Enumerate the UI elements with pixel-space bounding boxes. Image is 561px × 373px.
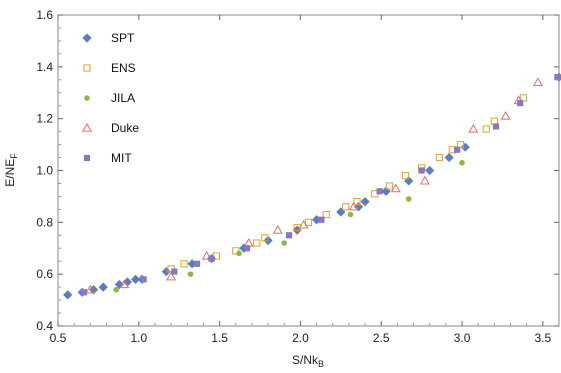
spt-point <box>63 290 73 300</box>
mit-point <box>492 123 500 130</box>
mit-point <box>80 289 87 296</box>
spt-point <box>444 152 454 163</box>
x-tick-label: 1.5 <box>211 331 228 345</box>
y-tick-label: 1.4 <box>36 60 53 74</box>
spt-point <box>336 207 346 217</box>
spt-point <box>354 202 364 212</box>
duke-point <box>468 123 479 133</box>
y-tick-label: 1.6 <box>36 8 53 22</box>
duke-point <box>348 201 359 211</box>
legend-label-jila: JILA <box>111 91 135 105</box>
jila-point <box>347 211 354 218</box>
legend-label-spt: SPT <box>111 31 135 45</box>
y-axis-label-subscript: F <box>9 153 19 159</box>
jila-point <box>281 240 288 246</box>
x-tick-label: 1.0 <box>130 331 147 345</box>
y-axis-label-main: E/NE <box>3 159 17 187</box>
spt-point <box>381 186 391 196</box>
legend-label-duke: Duke <box>111 121 139 135</box>
spt-point <box>404 176 414 186</box>
jila-point <box>459 159 465 166</box>
ens-point <box>519 94 528 102</box>
jila-point <box>405 196 412 202</box>
x-tick-label: 3.0 <box>454 331 471 345</box>
legend-marker-spt <box>82 33 92 43</box>
mit-point <box>140 276 147 283</box>
ens-point <box>435 153 444 162</box>
mit-point <box>208 255 215 262</box>
ens-point <box>342 203 350 211</box>
spt-point <box>460 142 470 152</box>
spt-point <box>130 274 141 284</box>
legend-label-mit: MIT <box>111 151 132 165</box>
x-tick-label: 3.5 <box>534 331 551 345</box>
duke-point <box>272 224 283 234</box>
duke-point <box>390 183 401 193</box>
x-axis-label-subscript: B <box>318 359 324 369</box>
x-tick-label: 2.5 <box>373 331 390 345</box>
ens-point <box>180 260 188 268</box>
jila-point <box>187 271 194 277</box>
spt-point <box>98 282 108 292</box>
y-tick-label: 0.8 <box>36 215 53 229</box>
mit-point <box>193 260 201 267</box>
legend-marker-duke <box>82 122 92 132</box>
ens-point <box>456 140 465 149</box>
duke-point <box>298 219 309 229</box>
ens-point <box>253 239 261 247</box>
spt-point <box>122 277 133 287</box>
duke-point <box>500 110 511 120</box>
jila-point <box>236 250 242 257</box>
duke-point <box>419 175 430 185</box>
spt-point <box>425 165 435 176</box>
ens-point <box>385 182 393 190</box>
x-tick-label: 0.5 <box>50 331 67 345</box>
mit-point <box>318 216 325 223</box>
y-tick-label: 0.4 <box>36 319 53 333</box>
x-tick-label: 2.0 <box>292 331 309 345</box>
legend-marker-ens <box>83 64 91 72</box>
mit-point <box>376 188 383 195</box>
ens-point <box>401 172 410 180</box>
y-tick-label: 1.2 <box>36 112 53 126</box>
mit-point <box>171 268 178 275</box>
legend: SPT ENS JILA Duke MIT <box>82 31 139 165</box>
mit-point <box>243 245 251 252</box>
ens-point <box>353 198 361 206</box>
legend-marker-jila <box>84 95 90 101</box>
mit-point <box>554 74 561 81</box>
mit-point <box>418 167 425 174</box>
ens-point <box>482 125 490 133</box>
duke-point <box>85 284 96 294</box>
spt-point <box>360 197 370 207</box>
y-axis-label: E/NEF <box>3 153 19 187</box>
mit-point <box>454 146 461 153</box>
legend-label-ens: ENS <box>111 61 136 75</box>
ens-point <box>322 210 330 219</box>
duke-point <box>166 271 177 281</box>
spt-point <box>114 279 125 290</box>
spt-point <box>161 266 171 277</box>
x-axis-label-main: S/Nk <box>292 353 319 367</box>
mit-point <box>517 100 524 107</box>
legend-marker-mit <box>83 154 91 162</box>
axis-ticks: 0.5 1.0 1.5 2.0 2.5 3.0 3.5 0.4 0.6 0.8 1.0 1.2 1.4 1… <box>36 8 559 345</box>
x-axis-label: S/NkB <box>292 353 324 369</box>
jila-point <box>113 286 119 293</box>
spt-point <box>292 225 302 235</box>
duke-point <box>243 237 254 247</box>
y-tick-label: 0.6 <box>36 267 53 281</box>
y-tick-label: 1.0 <box>36 164 53 178</box>
ens-point <box>261 234 269 242</box>
duke-point <box>533 77 543 86</box>
mit-point <box>286 232 293 239</box>
duke-point <box>119 279 130 289</box>
ens-point <box>304 218 313 226</box>
data-points <box>63 72 561 300</box>
